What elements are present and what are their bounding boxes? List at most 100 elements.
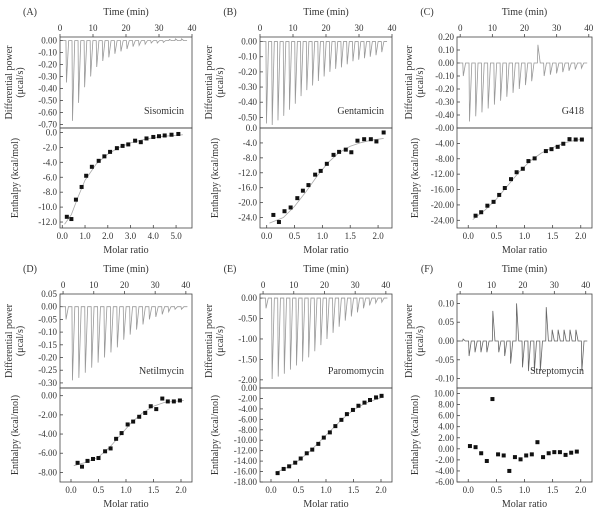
time-tick-label: 40 bbox=[181, 280, 191, 290]
data-point bbox=[176, 131, 181, 136]
enthalpy-tick-label: -4.0 bbox=[43, 157, 58, 167]
data-point bbox=[79, 184, 84, 189]
molar-tick-label: 0.5 bbox=[293, 485, 305, 495]
data-point bbox=[96, 158, 101, 163]
power-tick-label: -0.30 bbox=[38, 72, 57, 82]
data-point bbox=[349, 150, 354, 155]
power-tick-label: 0.20 bbox=[438, 32, 454, 42]
power-tick-label: 0.10 bbox=[438, 298, 454, 308]
molar-tick-label: 3.0 bbox=[125, 231, 137, 241]
enthalpy-tick-label: -12.0 bbox=[238, 168, 257, 178]
enthalpy-frame bbox=[456, 387, 593, 483]
fit-curve bbox=[269, 138, 384, 224]
molar-tick-label: 4.0 bbox=[148, 231, 160, 241]
enthalpy-tick-label: -12.00 bbox=[431, 169, 455, 179]
time-tick-label: 10 bbox=[487, 280, 497, 290]
time-axis-title: Time (min) bbox=[303, 264, 348, 275]
data-point bbox=[287, 464, 292, 469]
thermogram-trace bbox=[262, 41, 388, 125]
enthalpy-tick-label: 2.00 bbox=[438, 433, 454, 443]
data-point bbox=[355, 138, 360, 143]
data-point bbox=[374, 395, 379, 400]
enthalpy-tick-label: -12.00 bbox=[234, 446, 258, 456]
fit-curve bbox=[275, 396, 384, 473]
data-point bbox=[497, 192, 502, 197]
data-point bbox=[160, 396, 165, 401]
data-point bbox=[557, 450, 562, 455]
time-tick-label: 40 bbox=[381, 280, 391, 290]
data-point bbox=[271, 212, 276, 217]
time-tick-label: 0 bbox=[458, 280, 463, 290]
data-point bbox=[313, 172, 318, 177]
enthalpy-axis-title: Enthalpy (kcal/mol) bbox=[10, 395, 21, 475]
enthalpy-tick-label: 6.00 bbox=[438, 411, 454, 421]
time-tick-label: 20 bbox=[120, 280, 130, 290]
power-axis-title: (μcal/s) bbox=[215, 326, 226, 356]
data-point bbox=[529, 452, 534, 457]
enthalpy-frame bbox=[59, 127, 193, 229]
data-point bbox=[318, 168, 323, 173]
molar-ratio-axis-title: Molar ratio bbox=[303, 499, 348, 510]
time-tick-label: 30 bbox=[552, 23, 562, 33]
time-axis-title: Time (min) bbox=[103, 7, 148, 18]
data-point bbox=[133, 138, 138, 143]
enthalpy-tick-label: 0.0 bbox=[46, 127, 58, 137]
molar-tick-label: 1.0 bbox=[519, 231, 531, 241]
molar-tick-label: 2.0 bbox=[575, 231, 587, 241]
data-point bbox=[479, 210, 484, 215]
compound-label: Streptomycin bbox=[530, 366, 584, 377]
data-point bbox=[324, 161, 329, 166]
time-tick-label: 30 bbox=[550, 280, 560, 290]
power-tick-label: -0.15 bbox=[38, 340, 57, 350]
enthalpy-tick-label: -18.00 bbox=[234, 477, 258, 487]
enthalpy-tick-label: -24.00 bbox=[431, 215, 455, 225]
data-point bbox=[144, 136, 149, 141]
molar-ratio-axis-title: Molar ratio bbox=[103, 499, 148, 510]
power-tick-label: -0.40 bbox=[238, 97, 257, 107]
data-point bbox=[84, 173, 89, 178]
molar-ratio-axis-title: Molar ratio bbox=[103, 245, 148, 256]
data-point bbox=[512, 455, 517, 460]
data-point bbox=[126, 142, 131, 147]
data-point bbox=[138, 140, 143, 145]
data-point bbox=[91, 456, 95, 461]
data-point bbox=[64, 214, 69, 219]
power-tick-label: -0.00 bbox=[435, 123, 454, 133]
enthalpy-axis-title: Enthalpy (kcal/mol) bbox=[410, 395, 421, 475]
data-point bbox=[546, 451, 551, 456]
data-point bbox=[69, 217, 74, 222]
data-point bbox=[467, 444, 472, 449]
data-point bbox=[148, 404, 153, 409]
data-point bbox=[316, 441, 321, 446]
data-point bbox=[362, 400, 367, 405]
compound-label: Paromomycin bbox=[328, 366, 384, 377]
molar-tick-label: 0.5 bbox=[289, 231, 301, 241]
molar-tick-label: 0.0 bbox=[463, 231, 475, 241]
data-point bbox=[344, 412, 349, 417]
data-point bbox=[114, 146, 119, 151]
time-axis-title: Time (min) bbox=[502, 7, 547, 18]
molar-tick-label: 0.0 bbox=[265, 485, 277, 495]
data-point bbox=[310, 447, 315, 452]
molar-tick-label: 1.0 bbox=[317, 231, 329, 241]
data-point bbox=[281, 466, 286, 471]
molar-tick-label: 0.0 bbox=[57, 231, 69, 241]
molar-tick-label: 1.5 bbox=[547, 231, 559, 241]
data-point bbox=[131, 419, 136, 424]
time-tick-label: 0 bbox=[61, 280, 66, 290]
molar-tick-label: 2.0 bbox=[575, 485, 587, 495]
molar-tick-label: 5.0 bbox=[170, 231, 182, 241]
data-point bbox=[125, 422, 130, 427]
data-point bbox=[327, 430, 332, 435]
enthalpy-tick-label: -4.0 bbox=[243, 138, 258, 148]
power-tick-label: -0.50 bbox=[238, 112, 257, 122]
data-point bbox=[532, 156, 537, 161]
thermogram-trace bbox=[262, 297, 388, 380]
compound-label: G418 bbox=[562, 106, 584, 117]
enthalpy-tick-label: -4.00 bbox=[38, 429, 57, 439]
panel-a: (A) Time (min) 0 10 20 30 40 0.00 -0.10 -0.20 -0.3… bbox=[4, 7, 197, 256]
data-point bbox=[298, 456, 303, 461]
data-point bbox=[276, 220, 281, 225]
enthalpy-tick-label: 0.00 bbox=[41, 391, 57, 401]
